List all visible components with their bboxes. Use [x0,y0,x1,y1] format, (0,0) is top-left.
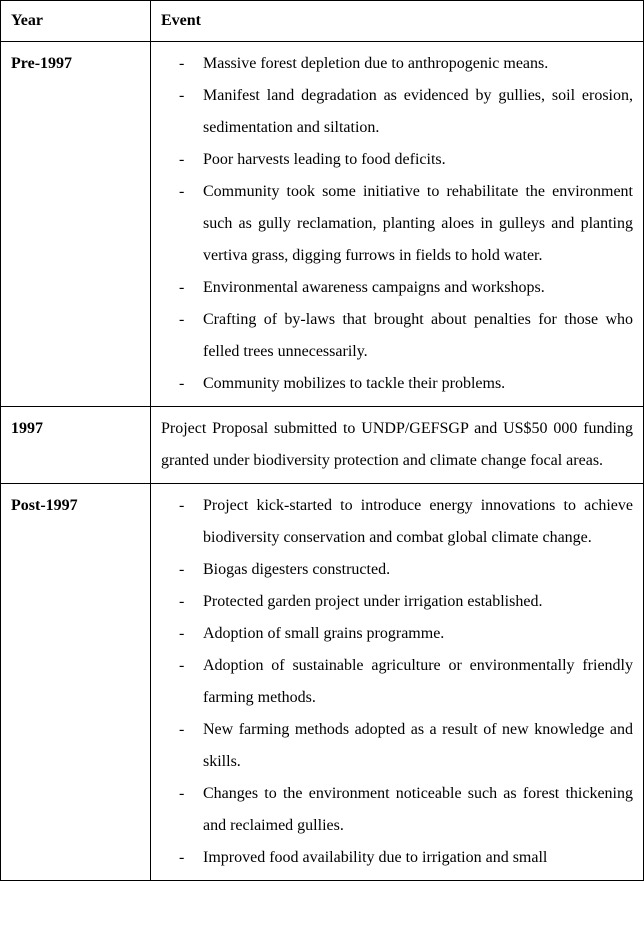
list-item: Protected garden project under irrigatio… [203,586,633,618]
list-item: Community mobilizes to tackle their prob… [203,368,633,400]
event-cell: Project kick-started to introduce energy… [151,484,644,881]
list-item: Environmental awareness campaigns and wo… [203,272,633,304]
year-cell: Post-1997 [1,484,151,881]
year-label: Pre-1997 [11,55,72,72]
list-item: Manifest land degradation as evidenced b… [203,80,633,144]
event-cell: Project Proposal submitted to UNDP/GEFSG… [151,407,644,484]
year-cell: 1997 [1,407,151,484]
event-cell: Massive forest depletion due to anthropo… [151,42,644,407]
year-cell: Pre-1997 [1,42,151,407]
event-list: Project kick-started to introduce energy… [161,490,633,874]
list-item: Community took some initiative to rehabi… [203,176,633,272]
list-item: Massive forest depletion due to anthropo… [203,48,633,80]
table-row: Post-1997 Project kick-started to introd… [1,484,644,881]
year-label: 1997 [11,420,43,437]
header-year: Year [1,1,151,42]
events-table: Year Event Pre-1997 Massive forest deple… [0,0,644,881]
list-item: Adoption of sustainable agriculture or e… [203,650,633,714]
table-header-row: Year Event [1,1,644,42]
year-label: Post-1997 [11,497,78,514]
list-item: Biogas digesters constructed. [203,554,633,586]
list-item: New farming methods adopted as a result … [203,714,633,778]
table-row: 1997 Project Proposal submitted to UNDP/… [1,407,644,484]
event-list: Massive forest depletion due to anthropo… [161,48,633,400]
list-item: Changes to the environment noticeable su… [203,778,633,842]
list-item: Project kick-started to introduce energy… [203,490,633,554]
table-row: Pre-1997 Massive forest depletion due to… [1,42,644,407]
header-event: Event [151,1,644,42]
list-item: Adoption of small grains programme. [203,618,633,650]
list-item: Improved food availability due to irriga… [203,842,633,874]
list-item: Poor harvests leading to food deficits. [203,144,633,176]
list-item: Crafting of by-laws that brought about p… [203,304,633,368]
